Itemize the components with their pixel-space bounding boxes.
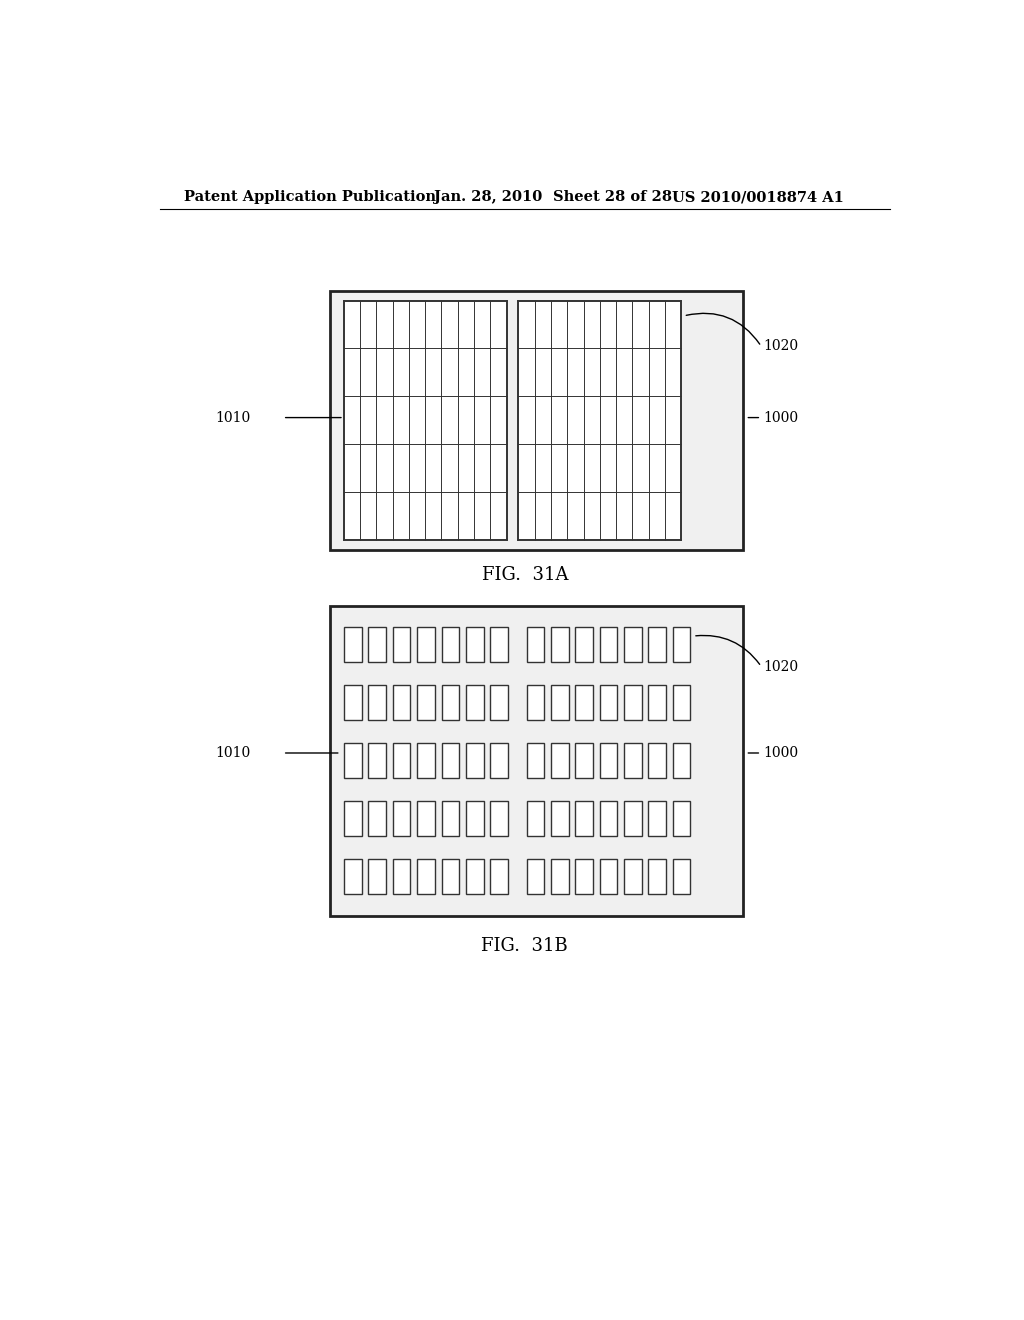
Bar [490,801,508,836]
Bar [526,627,544,663]
Bar [466,627,483,663]
Bar [575,743,593,777]
Bar [441,685,459,721]
Bar [344,743,361,777]
Bar [648,859,666,894]
Bar [673,685,690,721]
Bar [344,801,361,836]
Bar [393,801,411,836]
Bar [393,743,411,777]
Bar [369,859,386,894]
Text: Patent Application Publication: Patent Application Publication [183,190,435,205]
Bar [490,859,508,894]
Bar [551,859,568,894]
Bar [393,627,411,663]
Bar [518,301,681,540]
Bar [575,685,593,721]
Bar [600,859,617,894]
Text: 1010: 1010 [216,411,251,425]
Bar [526,743,544,777]
Bar [551,801,568,836]
Bar [466,859,483,894]
Bar [490,743,508,777]
Bar [466,801,483,836]
Bar [624,685,642,721]
Bar [551,627,568,663]
Text: US 2010/0018874 A1: US 2010/0018874 A1 [672,190,844,205]
Bar [466,685,483,721]
Bar [673,627,690,663]
Bar [490,685,508,721]
Bar [526,685,544,721]
Bar [648,801,666,836]
Bar [624,743,642,777]
Bar [369,685,386,721]
Bar [331,290,743,549]
Bar [575,859,593,894]
Bar [551,743,568,777]
Bar [441,859,459,894]
Bar [673,859,690,894]
Text: 1000: 1000 [763,411,798,425]
Text: Jan. 28, 2010: Jan. 28, 2010 [433,190,542,205]
Bar [331,606,743,916]
Bar [575,627,593,663]
Bar [417,743,435,777]
Bar [441,743,459,777]
Text: 1000: 1000 [763,746,798,760]
Text: FIG.  31A: FIG. 31A [481,566,568,585]
Text: Sheet 28 of 28: Sheet 28 of 28 [553,190,672,205]
Bar [600,685,617,721]
Bar [673,801,690,836]
Bar [393,685,411,721]
Bar [648,685,666,721]
Bar [369,627,386,663]
Bar [673,743,690,777]
Bar [441,627,459,663]
Bar [344,685,361,721]
Bar [551,685,568,721]
Bar [490,627,508,663]
Bar [344,859,361,894]
Bar [624,859,642,894]
Bar [344,301,507,540]
Text: FIG.  31B: FIG. 31B [481,937,568,956]
Bar [575,801,593,836]
Bar [600,743,617,777]
Bar [624,627,642,663]
Bar [466,743,483,777]
Text: 1020: 1020 [763,339,798,354]
Text: 1010: 1010 [216,746,251,760]
Bar [600,801,617,836]
Bar [417,801,435,836]
Bar [417,859,435,894]
Bar [600,627,617,663]
Text: 1020: 1020 [763,660,798,673]
Bar [369,743,386,777]
Bar [417,685,435,721]
Bar [648,627,666,663]
Bar [417,627,435,663]
Bar [526,801,544,836]
Bar [344,627,361,663]
Bar [624,801,642,836]
Bar [369,801,386,836]
Bar [526,859,544,894]
Bar [441,801,459,836]
Bar [648,743,666,777]
Bar [393,859,411,894]
